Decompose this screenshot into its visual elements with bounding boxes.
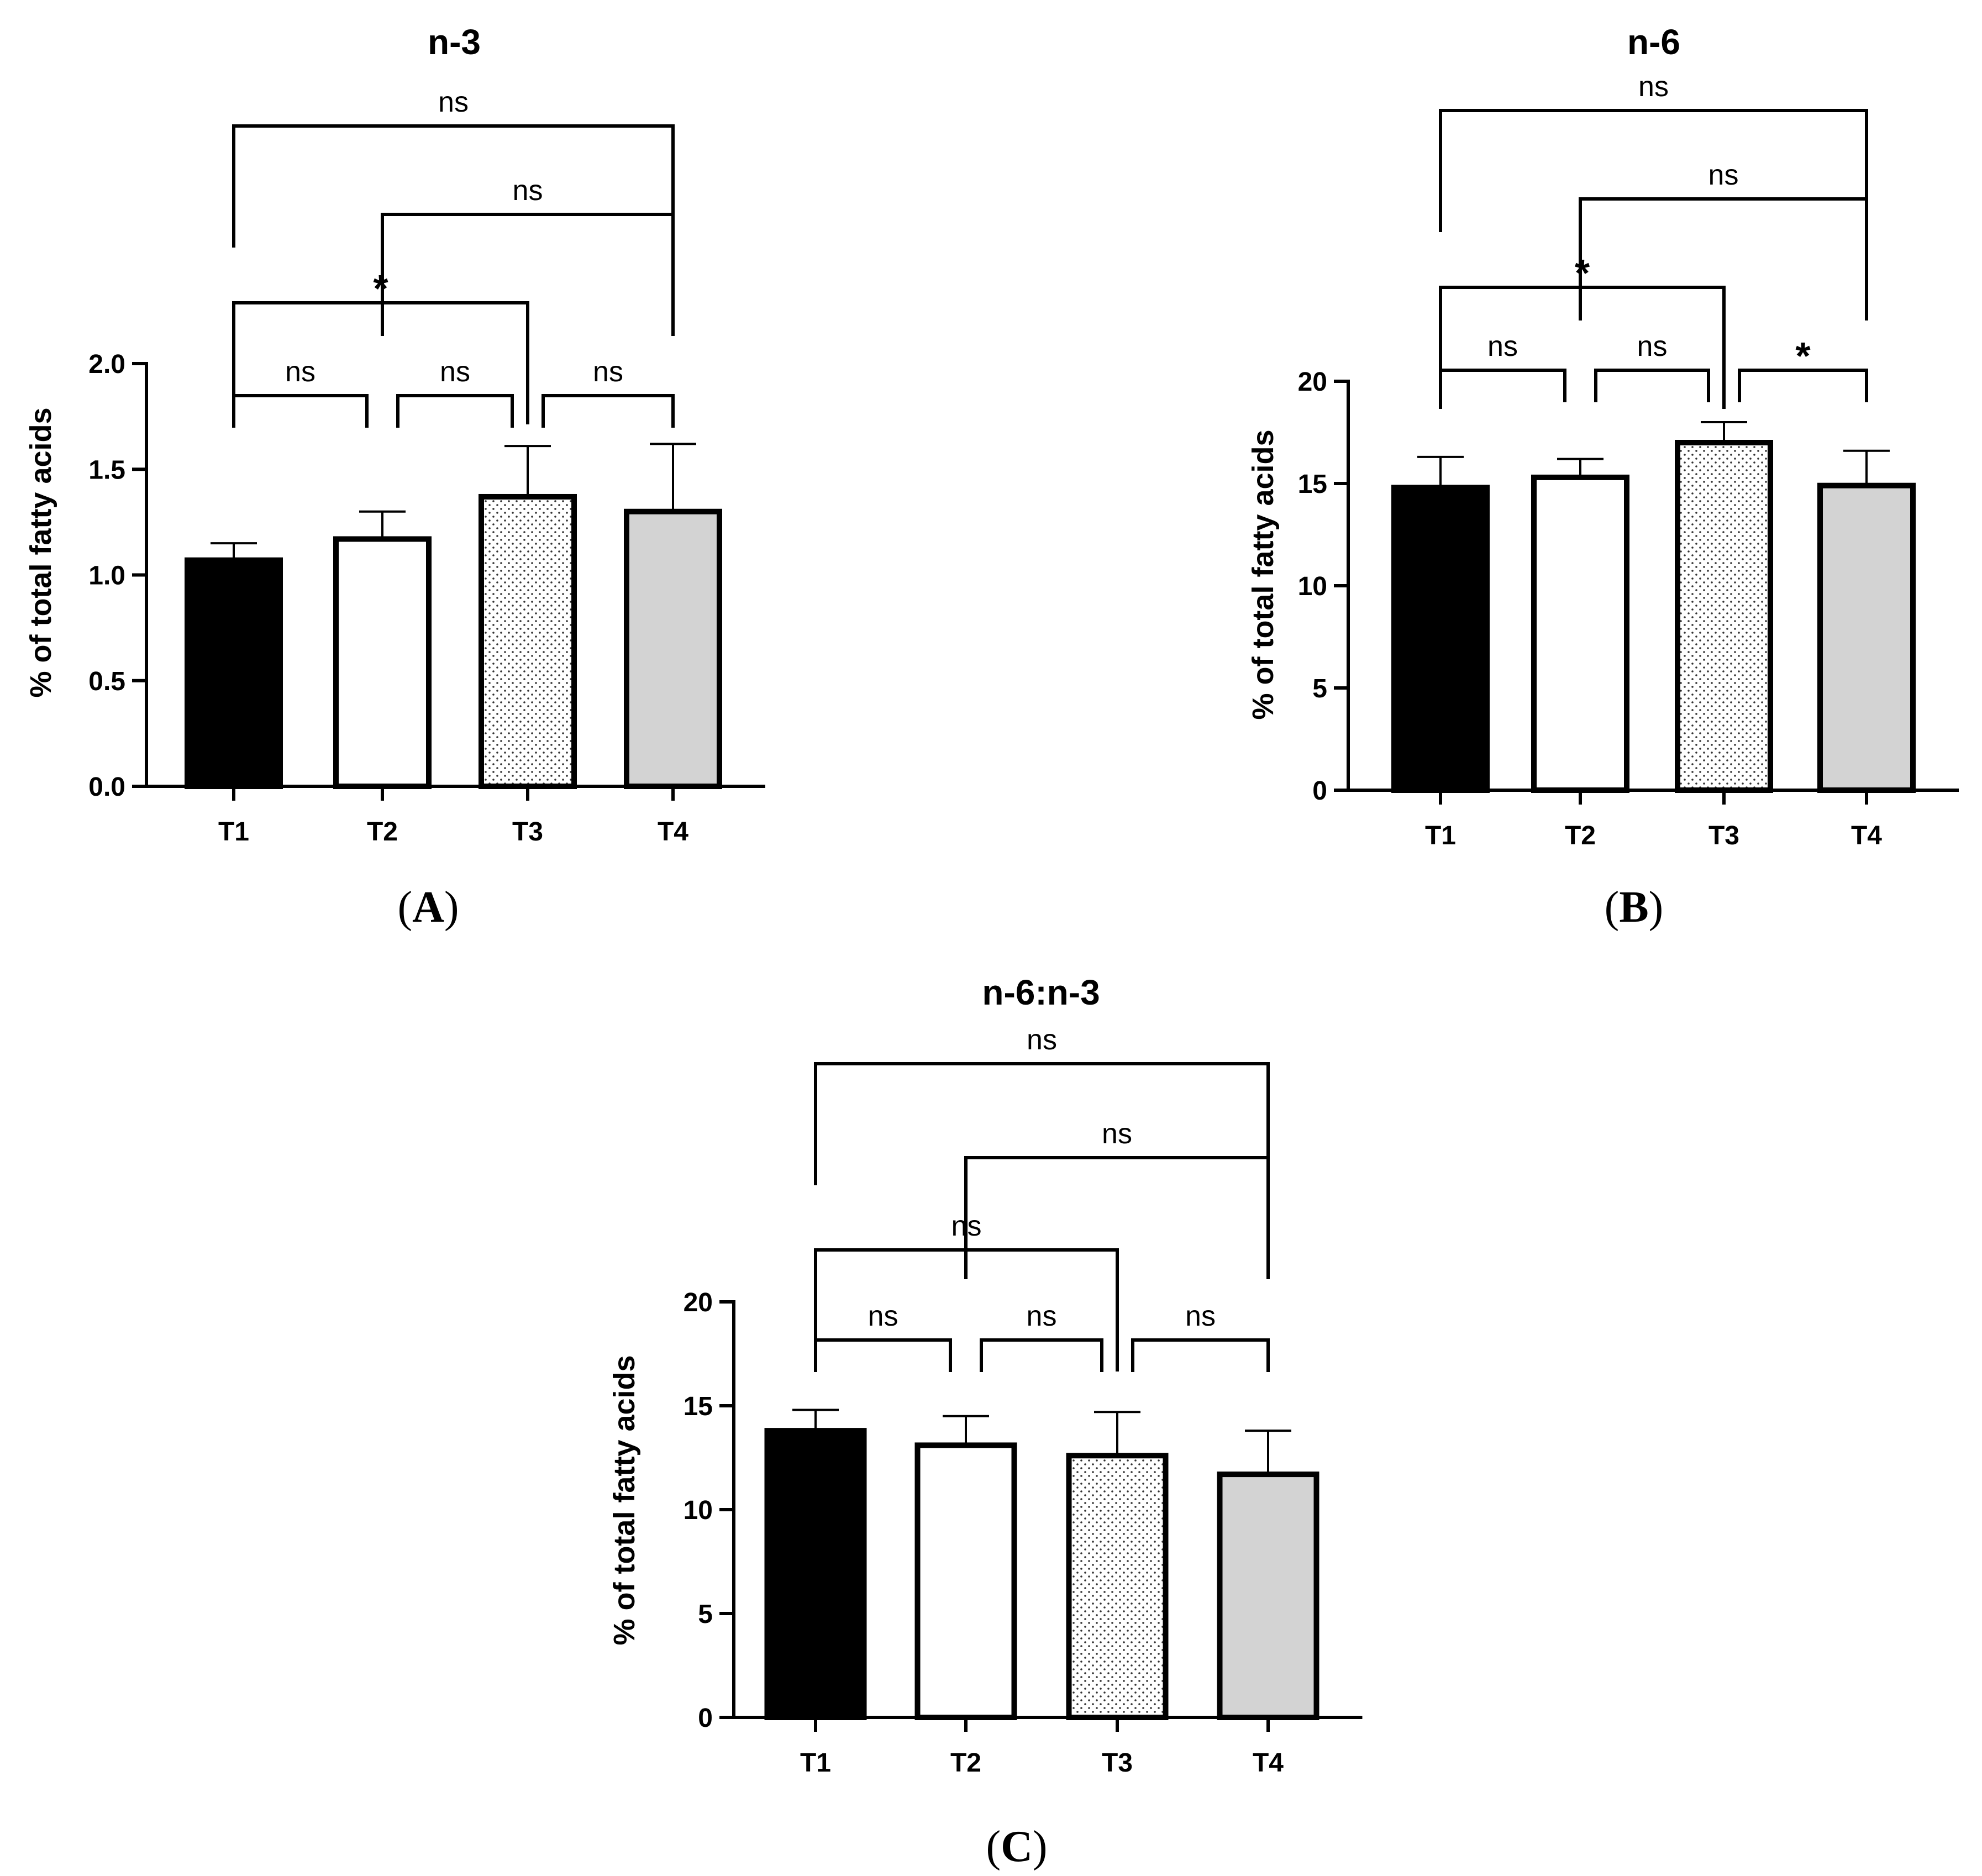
y-tick-label: 20	[684, 1288, 713, 1317]
significance-label: ns	[285, 356, 316, 388]
plot-area: 0 5 10 15 20 T1 T2 T3 T4 ns ns * * ns ns	[1298, 71, 1959, 850]
panel-b: n-6 % of total fatty acids 0 5 10 15 20 T1 T2 T…	[1247, 22, 1959, 932]
significance-label: ns	[1102, 1118, 1132, 1150]
bar-t2	[333, 536, 432, 789]
x-tick-label: T4	[658, 817, 688, 847]
x-tick-label: T1	[218, 817, 249, 847]
chart-title: n-6	[1627, 22, 1680, 62]
bar-t4	[1817, 482, 1916, 793]
y-tick-label: 0.0	[88, 773, 125, 802]
bar-t2	[914, 1442, 1017, 1720]
significance-bracket	[1738, 369, 1868, 402]
x-tick-label: T4	[1851, 821, 1882, 850]
significance-label: ns	[1027, 1024, 1057, 1056]
y-tick-label: 0	[698, 1704, 713, 1733]
significance-label: *	[1795, 334, 1811, 377]
significance-label: ns	[868, 1300, 898, 1332]
x-tick-label: T3	[1102, 1748, 1133, 1778]
x-tick-label: T3	[512, 817, 543, 847]
chart-title: n-3	[428, 22, 481, 62]
x-tick-label: T3	[1708, 821, 1739, 850]
panel-c: n-6:n-3 % of total fatty acids 0 5 10 15 20 T…	[608, 973, 1363, 1871]
significance-bracket	[1439, 109, 1868, 232]
significance-label: ns	[1638, 71, 1669, 103]
bar-t2	[1531, 474, 1629, 793]
y-axis-label: % of total fatty acids	[1247, 429, 1280, 719]
y-axis-label: % of total fatty acids	[24, 407, 57, 697]
y-tick-label: 2.0	[88, 350, 125, 379]
significance-label: ns	[593, 356, 623, 388]
significance-label: ns	[1487, 330, 1518, 362]
significance-label: ns	[1027, 1300, 1057, 1332]
y-tick-label: 0.5	[88, 667, 125, 696]
y-tick-label: 1.5	[88, 455, 125, 485]
significance-bracket	[1439, 286, 1726, 409]
x-tick-label: T2	[367, 817, 398, 847]
y-tick-label: 1.0	[88, 561, 125, 591]
y-tick-label: 15	[684, 1392, 713, 1421]
significance-label: ns	[1185, 1300, 1216, 1332]
significance-label: ns	[438, 86, 469, 118]
significance-bracket	[232, 124, 675, 248]
bar-t1	[764, 1428, 867, 1721]
y-tick-label: 15	[1298, 470, 1327, 499]
panel-label: (C)	[986, 1822, 1047, 1871]
x-tick-label: T1	[1425, 821, 1456, 850]
panel-label-letter: B	[1619, 883, 1648, 932]
bar-t3	[1675, 440, 1773, 793]
significance-bracket	[232, 394, 369, 428]
x-tick-label: T1	[800, 1748, 831, 1778]
significance-bracket	[541, 394, 675, 428]
significance-bracket	[814, 1338, 952, 1372]
panel-label: (B)	[1605, 883, 1664, 932]
significance-bracket	[980, 1338, 1103, 1372]
bar-t3	[1066, 1453, 1169, 1720]
panel-label: (A)	[397, 883, 459, 932]
x-tick-label: T2	[950, 1748, 981, 1778]
significance-label: ns	[1708, 159, 1739, 191]
x-tick-label: T4	[1253, 1748, 1284, 1778]
panel-label-letter: A	[412, 883, 444, 932]
y-tick-label: 5	[698, 1600, 713, 1629]
chart-title: n-6:n-3	[982, 973, 1100, 1012]
bar-t1	[1391, 485, 1490, 793]
y-axis-label: % of total fatty acids	[608, 1355, 641, 1645]
significance-bracket	[964, 1156, 1270, 1279]
significance-bracket	[814, 1062, 1270, 1185]
bar-t3	[479, 493, 577, 789]
panel-label-letter: C	[1001, 1822, 1033, 1871]
y-tick-label: 5	[1312, 674, 1327, 703]
significance-bracket	[1579, 197, 1868, 320]
x-tick-label: T2	[1565, 821, 1596, 850]
significance-bracket	[396, 394, 514, 428]
y-tick-label: 0	[1312, 776, 1327, 806]
significance-label: ns	[440, 356, 470, 388]
bar-t4	[624, 508, 722, 789]
significance-bracket	[1439, 369, 1566, 402]
panel-a: n-3 % of total fatty acids 0.0 0.5 1.0 1.5 2…	[24, 22, 765, 932]
significance-label: ns	[1637, 330, 1668, 362]
y-tick-label: 20	[1298, 367, 1327, 397]
bar-t4	[1217, 1472, 1319, 1721]
bar-t1	[185, 557, 283, 789]
y-tick-label: 10	[684, 1496, 713, 1525]
significance-label: *	[1575, 251, 1590, 295]
y-tick-label: 10	[1298, 572, 1327, 601]
significance-bracket	[381, 213, 675, 336]
significance-label: ns	[513, 175, 543, 207]
significance-bracket	[1131, 1338, 1270, 1372]
significance-bracket	[1594, 369, 1710, 402]
